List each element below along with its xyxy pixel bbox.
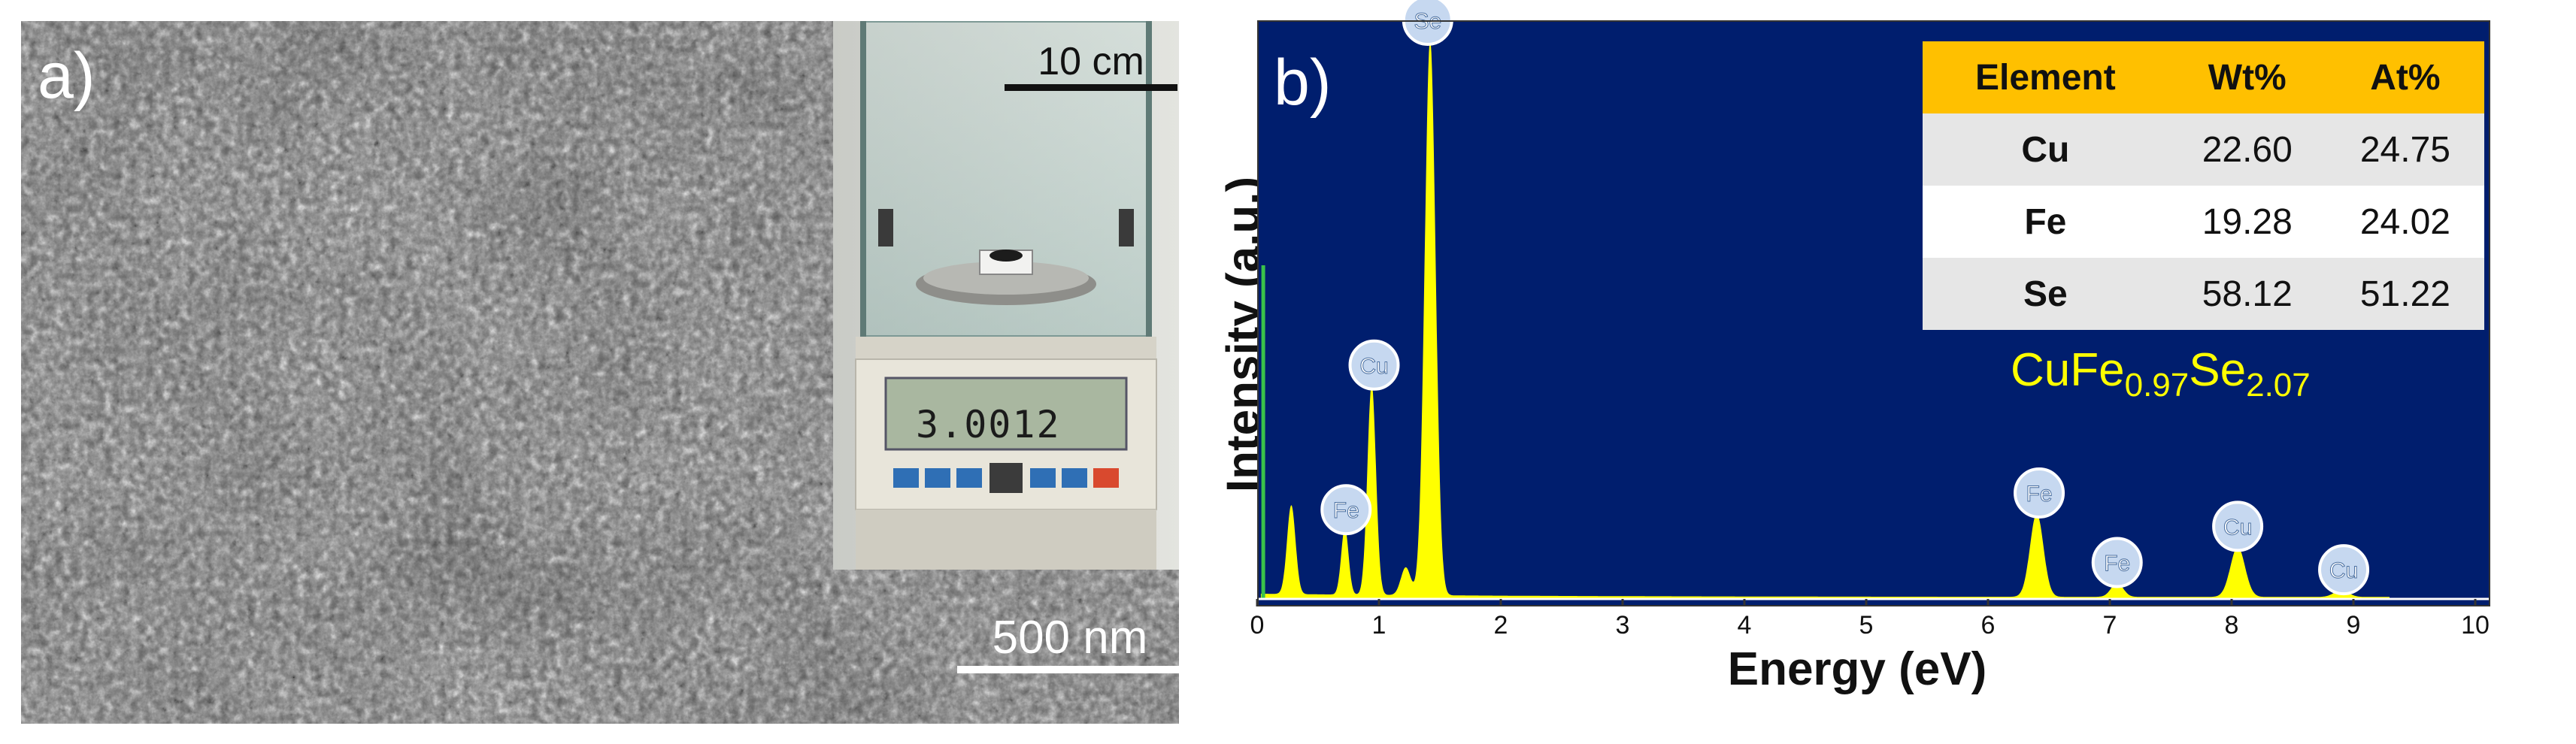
- spectrum-layer: [1257, 43, 2490, 600]
- x-tick-label: 3: [1616, 611, 1630, 640]
- table-cell-at: 24.75: [2326, 113, 2484, 186]
- formula-part-cufe: CuFe: [2011, 344, 2125, 396]
- formula-sub-se: 2.07: [2246, 367, 2311, 404]
- peak-label-text: Fe: [1333, 498, 1359, 523]
- x-tick-label: 9: [2347, 611, 2361, 640]
- inset-scale-text: 10 cm: [1038, 40, 1144, 83]
- table-cell-at: 24.02: [2326, 186, 2484, 258]
- table-cell-wt: 22.60: [2168, 113, 2326, 186]
- x-tick-label: 7: [2103, 611, 2117, 640]
- inset-scale-bar: 10 cm: [1005, 42, 1177, 91]
- inset-scale-line: [1005, 84, 1177, 91]
- peak-label-cu: Cu: [2212, 501, 2264, 552]
- peak-label-text: Cu: [2329, 558, 2358, 583]
- chemical-formula: CuFe0.97Se2.07: [2011, 343, 2311, 404]
- composition-table: Element Wt% At% Cu 22.60 24.75 Fe 19.28 …: [1923, 41, 2484, 330]
- table-header-row: Element Wt% At%: [1923, 41, 2484, 113]
- x-tick-label: 2: [1494, 611, 1508, 640]
- table-header-at: At%: [2326, 41, 2484, 113]
- panel-b-edx: Intensity (a.u.) 0 1 2 3 4 5 6 7 8 9 10 Se Cu Fe Fe Fe…: [1196, 0, 2576, 744]
- sem-scale-line: [957, 666, 1179, 673]
- table-header-wt: Wt%: [2168, 41, 2326, 113]
- table-cell-wt: 19.28: [2168, 186, 2326, 258]
- peak-label-badge: [1320, 484, 1372, 536]
- panel-a-sem-image: a) 500 nm: [21, 21, 1179, 724]
- table-cell-element: Fe: [1923, 186, 2168, 258]
- peak-label-badge: [2014, 467, 2065, 519]
- tick-layer: 0 1 2 3 4 5 6 7 8 9 10: [1250, 599, 2490, 640]
- balance-photo: [833, 21, 1179, 570]
- table-cell-element: Se: [1923, 258, 2168, 330]
- balance-reading: 3.0012: [916, 403, 1061, 446]
- panel-label-b: b): [1274, 47, 1332, 119]
- x-tick-label: 8: [2225, 611, 2239, 640]
- edx-plot: 0 1 2 3 4 5 6 7 8 9 10 Se Cu Fe Fe Fe Cu Cu b) Element W…: [1250, 0, 2490, 640]
- balance-photo-inset: 3.0012 10 cm: [833, 21, 1179, 570]
- sem-scale-bar: 500 nm: [957, 615, 1179, 673]
- x-tick-label: 1: [1372, 611, 1386, 640]
- peak-label-badge: [2212, 501, 2264, 552]
- x-tick-label: 10: [2461, 611, 2490, 640]
- table-cell-wt: 58.12: [2168, 258, 2326, 330]
- x-axis-label: Energy (eV): [1727, 643, 1987, 695]
- x-tick-label: 4: [1738, 611, 1752, 640]
- peak-label-cu: Cu: [2318, 544, 2370, 596]
- peak-label-cu: Cu: [1348, 339, 1400, 391]
- peak-label-text: Cu: [2223, 515, 2252, 540]
- peak-label-fe: Fe: [2091, 537, 2143, 588]
- peak-label-se: Se: [1402, 0, 1453, 46]
- plot-frame: [1257, 20, 2490, 606]
- x-tick-label: 6: [1981, 611, 1996, 640]
- formula-part-se: Se: [2189, 344, 2247, 396]
- spectrum-area: [1260, 43, 2390, 599]
- table-row: Se 58.12 51.22: [1923, 258, 2484, 330]
- peak-label-fe: Fe: [1320, 484, 1372, 536]
- x-tick-label: 0: [1250, 611, 1265, 640]
- peak-label-text: Cu: [1359, 354, 1388, 379]
- peak-label-text: Fe: [2104, 552, 2130, 576]
- x-tick-label: 5: [1859, 611, 1874, 640]
- peak-label-text: Fe: [2026, 482, 2053, 507]
- table-header-element: Element: [1923, 41, 2168, 113]
- peak-label-badge: [1348, 339, 1400, 391]
- formula-sub-fe: 0.97: [2124, 367, 2190, 404]
- table-row: Fe 19.28 24.02: [1923, 186, 2484, 258]
- peak-label-badge: [2318, 544, 2370, 596]
- table-cell-element: Cu: [1923, 113, 2168, 186]
- panel-label-a: a): [38, 40, 95, 112]
- table-cell-at: 51.22: [2326, 258, 2484, 330]
- sem-scale-text: 500 nm: [992, 612, 1148, 664]
- peak-label-fe: Fe: [2014, 467, 2065, 519]
- table-row: Cu 22.60 24.75: [1923, 113, 2484, 186]
- peak-label-badge: [2091, 537, 2143, 588]
